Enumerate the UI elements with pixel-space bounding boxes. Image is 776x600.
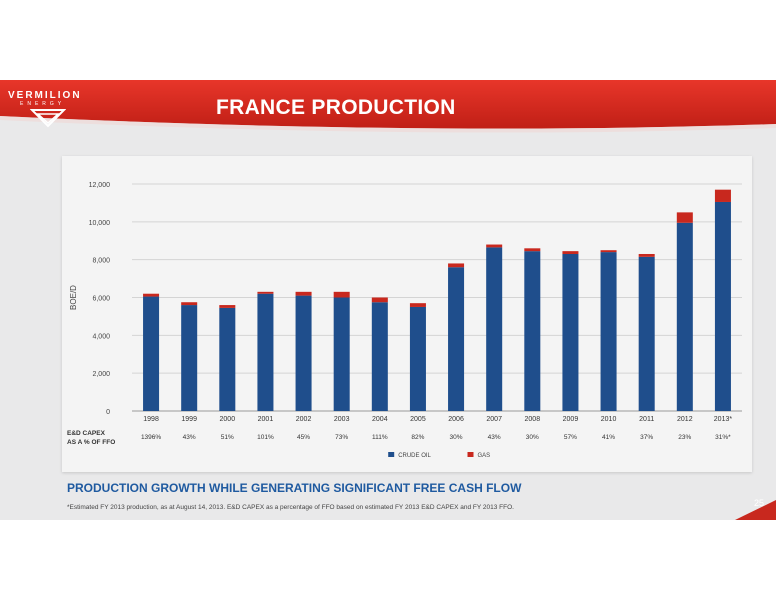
bar-gas — [257, 291, 274, 294]
capex-value: 57% — [564, 434, 577, 441]
x-tick-label: 2005 — [410, 416, 426, 423]
capex-value: 73% — [335, 434, 348, 441]
bar-crude-oil — [409, 306, 426, 411]
x-tick-label: 2011 — [639, 416, 654, 423]
x-tick-label: 2006 — [448, 416, 464, 423]
bar-crude-oil — [638, 256, 655, 411]
bar-gas — [448, 263, 465, 268]
capex-value: 45% — [297, 434, 310, 441]
bar-crude-oil — [257, 293, 274, 411]
y-tick-label: 10,000 — [89, 220, 111, 227]
chart-panel: 0 2,000 4,000 6,000 8,000 10,000 12,000 BOE/D 19… — [62, 156, 752, 472]
bar-gas — [295, 291, 312, 296]
legend-swatch — [388, 452, 395, 457]
capex-value: 111% — [372, 434, 388, 441]
capex-value: 51% — [221, 434, 234, 441]
x-tick-label: 2002 — [296, 416, 312, 423]
logo-mark-icon — [30, 109, 66, 128]
bar-crude-oil — [524, 251, 541, 411]
slide-subtitle: PRODUCTION GROWTH WHILE GENERATING SIGNI… — [67, 481, 522, 495]
capex-value: 30% — [450, 434, 463, 441]
page-number: 25 — [754, 498, 765, 508]
y-tick-label: 2,000 — [92, 371, 110, 378]
bar-gas — [219, 305, 236, 308]
capex-value: 43% — [488, 434, 501, 441]
x-tick-label: 2003 — [334, 416, 350, 423]
logo-sub: ENERGY — [20, 101, 66, 107]
capex-value: 37% — [640, 434, 653, 441]
y-tick-label: 0 — [106, 409, 110, 416]
capex-row-label: AS A % OF FFO — [67, 439, 115, 446]
x-tick-label: 1999 — [181, 416, 197, 423]
chart: 0 2,000 4,000 6,000 8,000 10,000 12,000 BOE/D 19… — [67, 182, 742, 459]
y-tick-label: 6,000 — [92, 296, 110, 303]
slide: VERMILION ENERGY FRANCE PRODUCTION 0 2,00… — [0, 80, 776, 520]
y-tick-label: 8,000 — [92, 258, 110, 265]
bar-gas — [181, 302, 198, 306]
x-tick-label: 2001 — [258, 416, 274, 423]
bar-gas — [714, 189, 731, 202]
bar-gas — [371, 297, 388, 303]
x-tick-label: 2008 — [525, 416, 541, 423]
bar-crude-oil — [486, 247, 503, 411]
legend-label: GAS — [478, 453, 491, 459]
bar-crude-oil — [714, 201, 731, 411]
capex-value: 31%* — [715, 434, 731, 441]
legend-label: CRUDE OIL — [398, 453, 431, 459]
x-tick-label: 2009 — [563, 416, 579, 423]
capex-row-label: E&D CAPEX — [67, 430, 106, 437]
bar-crude-oil — [333, 297, 350, 411]
bar-crude-oil — [676, 222, 693, 411]
capex-value: 30% — [526, 434, 539, 441]
bar-crude-oil — [448, 267, 465, 411]
bar-crude-oil — [143, 296, 160, 411]
y-tick-label: 4,000 — [92, 333, 110, 340]
x-tick-label: 1998 — [143, 416, 159, 423]
bar-gas — [638, 253, 655, 257]
page-title: FRANCE PRODUCTION — [216, 96, 456, 119]
capex-value: 82% — [411, 434, 424, 441]
bar-gas — [676, 212, 693, 223]
bar-gas — [143, 293, 160, 297]
bar-crude-oil — [181, 305, 198, 411]
capex-value: 23% — [678, 434, 691, 441]
bar-gas — [486, 244, 503, 248]
capex-value: 1396% — [141, 434, 161, 441]
logo-name: VERMILION — [8, 90, 82, 101]
bar-gas — [600, 250, 617, 253]
capex-value: 41% — [602, 434, 615, 441]
x-tick-label: 2007 — [486, 416, 502, 423]
x-tick-label: 2000 — [220, 416, 236, 423]
bar-gas — [524, 248, 541, 252]
bar-crude-oil — [219, 307, 236, 411]
footer-band — [735, 500, 776, 520]
footnote: *Estimated FY 2013 production, as at Aug… — [67, 504, 514, 511]
bar-crude-oil — [371, 302, 388, 411]
capex-value: 101% — [257, 434, 274, 441]
bar-gas — [409, 303, 426, 307]
header-band — [0, 80, 776, 133]
capex-value: 43% — [183, 434, 196, 441]
bar-crude-oil — [600, 252, 617, 411]
bar-crude-oil — [295, 295, 312, 411]
x-tick-label: 2012 — [677, 416, 693, 423]
y-tick-label: 12,000 — [89, 182, 111, 189]
x-tick-label: 2010 — [601, 416, 617, 423]
x-tick-label: 2013* — [714, 416, 733, 423]
bar-gas — [333, 291, 350, 298]
x-tick-label: 2004 — [372, 416, 388, 423]
y-axis-label: BOE/D — [69, 285, 78, 310]
bar-crude-oil — [562, 253, 579, 411]
bar-gas — [562, 251, 579, 254]
legend-swatch — [467, 452, 474, 457]
